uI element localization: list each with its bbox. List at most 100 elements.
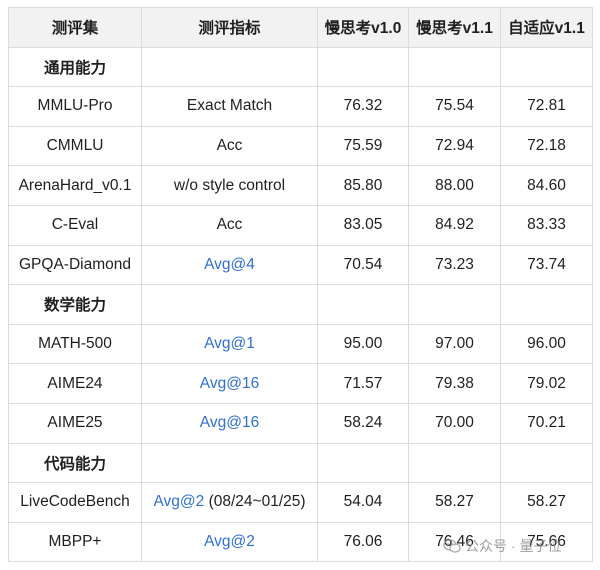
score-slow-v10: 54.04: [317, 482, 409, 523]
benchmark-table: 测评集 测评指标 慢思考v1.0 慢思考v1.1 自适应v1.1 通用能力 MML…: [8, 7, 593, 563]
metric-name: Avg@16: [199, 414, 260, 432]
watermark-text: 公众号 · 量子位: [465, 538, 562, 554]
metric-cell: Avg@16: [141, 363, 318, 404]
header-dataset: 测评集: [8, 7, 142, 48]
section-blank-cell: [141, 284, 318, 325]
score-slow-v10: 76.06: [317, 521, 409, 563]
score-slow-v11: 75.54: [408, 86, 501, 127]
metric-cell: Avg@16: [141, 402, 318, 444]
metric-name: Acc: [216, 216, 243, 234]
metric-cell: Acc: [141, 204, 318, 246]
score-slow-v11: 76.46: [408, 521, 501, 563]
section-blank-cell: [500, 284, 593, 325]
section-blank-cell: [141, 442, 318, 484]
dataset-cell: ArenaHard_v0.1: [8, 165, 142, 206]
table-row: MBPP+ Avg@2 76.06 76.46 75.66: [8, 521, 593, 563]
score-slow-v11: 72.94: [408, 125, 501, 167]
score-adaptive-v11: 72.81: [500, 86, 593, 127]
dataset-cell: MMLU-Pro: [8, 86, 142, 127]
dataset-cell: MBPP+: [8, 521, 142, 563]
metric-name: Acc: [216, 137, 243, 155]
section-blank-cell: [317, 46, 409, 88]
score-adaptive-v11: 58.27: [500, 482, 593, 523]
section-blank-cell: [500, 46, 593, 88]
section-blank-cell: [317, 284, 409, 325]
metric-name: Avg@4: [204, 255, 255, 273]
table-row: MATH-500 Avg@1 95.00 97.00 96.00: [8, 323, 593, 365]
table-body: 通用能力 MMLU-Pro Exact Match 76.32 75.54 72.81 CM…: [8, 46, 593, 563]
section-row: 代码能力: [8, 442, 593, 484]
metric-name: Avg@2: [153, 493, 205, 511]
header-slow-v11: 慢思考v1.1: [408, 7, 501, 48]
score-adaptive-v11: 70.21: [500, 402, 593, 444]
score-slow-v10: 83.05: [317, 204, 409, 246]
table-row: CMMLU Acc 75.59 72.94 72.18: [8, 125, 593, 167]
table-header-row: 测评集 测评指标 慢思考v1.0 慢思考v1.1 自适应v1.1: [8, 7, 593, 48]
score-slow-v10: 58.24: [317, 402, 409, 444]
metric-cell: Avg@1: [141, 323, 318, 365]
dataset-cell: CMMLU: [8, 125, 142, 167]
dataset-cell: GPQA-Diamond: [8, 244, 142, 286]
score-slow-v11: 70.00: [408, 402, 501, 444]
score-slow-v10: 95.00: [317, 323, 409, 365]
score-slow-v11: 84.92: [408, 204, 501, 246]
section-title: 数学能力: [8, 284, 142, 325]
section-blank-cell: [317, 442, 409, 484]
section-blank-cell: [408, 442, 501, 484]
dataset-cell: MATH-500: [8, 323, 142, 365]
metric-cell: w/o style control: [141, 165, 318, 206]
table-row: C-Eval Acc 83.05 84.92 83.33: [8, 204, 593, 246]
score-adaptive-v11: 72.18: [500, 125, 593, 167]
metric-name: Avg@16: [199, 374, 260, 392]
score-adaptive-v11: 75.66: [500, 521, 593, 563]
metric-cell: Exact Match: [141, 86, 318, 127]
metric-cell: Avg@2 (08/24~01/25): [141, 482, 318, 523]
section-row: 数学能力: [8, 284, 593, 325]
table-row: ArenaHard_v0.1 w/o style control 85.80 88.0…: [8, 165, 593, 206]
wechat-official-account-icon: [443, 539, 461, 553]
score-slow-v10: 85.80: [317, 165, 409, 206]
header-adaptive-v11: 自适应v1.1: [500, 7, 593, 48]
metric-name: Avg@1: [204, 335, 255, 353]
dataset-cell: AIME25: [8, 402, 142, 444]
score-slow-v10: 76.32: [317, 86, 409, 127]
metric-suffix: (08/24~01/25): [204, 493, 306, 511]
score-slow-v10: 70.54: [317, 244, 409, 286]
metric-name: Avg@2: [204, 533, 255, 551]
section-row: 通用能力: [8, 46, 593, 88]
score-adaptive-v11: 96.00: [500, 323, 593, 365]
score-adaptive-v11: 84.60: [500, 165, 593, 206]
score-slow-v11: 88.00: [408, 165, 501, 206]
score-adaptive-v11: 83.33: [500, 204, 593, 246]
metric-name: Exact Match: [186, 97, 273, 115]
table-row: LiveCodeBench Avg@2 (08/24~01/25) 54.04 58.…: [8, 482, 593, 523]
score-slow-v11: 97.00: [408, 323, 501, 365]
header-metric: 测评指标: [141, 7, 318, 48]
score-slow-v11: 58.27: [408, 482, 501, 523]
metric-cell: Avg@4: [141, 244, 318, 286]
dataset-cell: C-Eval: [8, 204, 142, 246]
table-row: MMLU-Pro Exact Match 76.32 75.54 72.81: [8, 86, 593, 127]
score-slow-v10: 75.59: [317, 125, 409, 167]
section-blank-cell: [408, 284, 501, 325]
section-blank-cell: [500, 442, 593, 484]
metric-name: w/o style control: [173, 176, 286, 194]
section-title: 代码能力: [8, 442, 142, 484]
score-adaptive-v11: 73.74: [500, 244, 593, 286]
watermark: 公众号 · 量子位: [443, 535, 561, 557]
table-row: GPQA-Diamond Avg@4 70.54 73.23 73.74: [8, 244, 593, 286]
table-row: AIME24 Avg@16 71.57 79.38 79.02: [8, 363, 593, 404]
score-slow-v11: 73.23: [408, 244, 501, 286]
dataset-cell: AIME24: [8, 363, 142, 404]
metric-cell: Avg@2: [141, 521, 318, 563]
score-slow-v10: 71.57: [317, 363, 409, 404]
dataset-cell: LiveCodeBench: [8, 482, 142, 523]
score-adaptive-v11: 79.02: [500, 363, 593, 404]
metric-cell: Acc: [141, 125, 318, 167]
section-title: 通用能力: [8, 46, 142, 88]
header-slow-v10: 慢思考v1.0: [317, 7, 409, 48]
table-row: AIME25 Avg@16 58.24 70.00 70.21: [8, 402, 593, 444]
section-blank-cell: [408, 46, 501, 88]
section-blank-cell: [141, 46, 318, 88]
score-slow-v11: 79.38: [408, 363, 501, 404]
